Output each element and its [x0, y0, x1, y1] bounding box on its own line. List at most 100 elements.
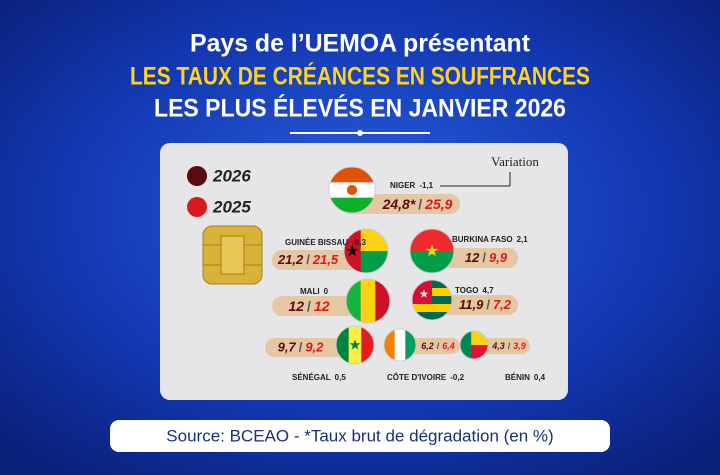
flag [410, 229, 454, 273]
country-label: CÔTE D'IVOIRE -0,2 [387, 373, 465, 382]
flag-band [410, 229, 454, 252]
values: 6,2/6,4 [421, 341, 455, 351]
flag [344, 229, 388, 273]
country-label: NIGER -1,1 [390, 181, 434, 190]
flag-band [384, 329, 396, 361]
underline-dot [357, 130, 363, 136]
variation: 0,4 [534, 373, 546, 382]
country-label: BURKINA FASO 2,1 [452, 235, 528, 244]
value-2025: 6,4 [442, 341, 455, 351]
title-line: LES TAUX DE CRÉANCES EN SOUFFRANCES [130, 62, 590, 91]
legend-label: 2026 [212, 166, 251, 185]
country-name: CÔTE D'IVOIRE [387, 373, 447, 382]
variation: -0,3 [352, 238, 366, 247]
flag-rim [409, 228, 455, 274]
separator: / [307, 298, 311, 314]
source: Source: BCEAO - *Taux brut de dégradatio… [166, 426, 553, 445]
legend-label: 2025 [212, 197, 251, 216]
flag-rim [343, 228, 389, 274]
value-2026: 12 [288, 298, 304, 314]
country-name: BÉNIN [505, 373, 530, 382]
separator: / [482, 250, 486, 265]
flag-rim [335, 325, 375, 365]
flag-band [329, 167, 375, 183]
country-name: NIGER [390, 181, 416, 190]
flag-band [360, 279, 376, 323]
flag [384, 329, 416, 361]
title-line: LES PLUS ÉLEVÉS EN JANVIER 2026 [154, 94, 566, 123]
flag-band [394, 329, 406, 361]
flag-band [329, 197, 375, 213]
values: 21,2/21,5 [277, 252, 339, 267]
variation: -0,2 [450, 373, 464, 382]
separator: / [306, 252, 310, 267]
values: 12/12 [288, 298, 329, 314]
separator: / [486, 297, 490, 312]
values: 9,7/9,2 [278, 340, 325, 355]
value-2026: 12 [465, 250, 480, 265]
value-2026: 6,2 [421, 341, 434, 351]
flag-band [375, 279, 390, 323]
value-2026: 24,8* [382, 196, 416, 212]
flag-star [425, 244, 439, 257]
country-name: GUINÉE BISSAU [285, 238, 348, 247]
flag-rim [345, 278, 391, 324]
country-label: GUINÉE BISSAU -0,3 [285, 238, 366, 247]
values: 11,9/7,2 [459, 297, 512, 312]
flag-star [349, 339, 361, 350]
flag-star [419, 289, 429, 298]
country-label: TOGO 4,7 [455, 286, 494, 295]
variation: 2,1 [517, 235, 529, 244]
value-2025: 21,5 [312, 252, 339, 267]
variation: -1,1 [419, 181, 433, 190]
flag [336, 326, 374, 364]
legend-dot [187, 166, 207, 186]
separator: / [508, 341, 511, 351]
country-label: MALI 0 [300, 287, 329, 296]
variation: 4,7 [482, 286, 494, 295]
values: 4,3/3,9 [491, 341, 526, 351]
value-2025: 9,2 [305, 340, 324, 355]
separator: / [299, 340, 303, 355]
flag-band [410, 251, 454, 273]
legend-dot [187, 197, 207, 217]
flag-band [405, 329, 416, 361]
flag-band [346, 279, 362, 323]
flag [329, 167, 375, 213]
value-2026: 11,9 [459, 297, 484, 312]
chip [202, 225, 263, 285]
flag-band [412, 312, 452, 320]
value-2025: 7,2 [493, 297, 512, 312]
separator: / [418, 196, 422, 212]
flag-band [361, 326, 374, 364]
flag-rim [411, 279, 453, 321]
variation: 0,5 [335, 373, 347, 382]
separator: / [437, 341, 440, 351]
flag-disc [346, 184, 358, 196]
values: 24,8*/25,9 [382, 196, 453, 212]
title-line: Pays de l’UEMOA présentant [190, 30, 531, 58]
country-name: SÉNÉGAL [292, 373, 331, 382]
country-name: MALI [300, 287, 320, 296]
value-2026: 9,7 [278, 340, 297, 355]
variation-label: Variation [491, 154, 539, 169]
value-2025: 12 [314, 298, 330, 314]
value-2025: 3,9 [513, 341, 526, 351]
flag-band [336, 326, 350, 364]
country-label: BÉNIN 0,4 [505, 373, 546, 382]
country-name: TOGO [455, 286, 478, 295]
source-box [110, 420, 610, 452]
flag [460, 331, 488, 359]
value-2026: 21,2 [277, 252, 304, 267]
value-2025: 25,9 [424, 196, 452, 212]
flag-star [346, 244, 359, 256]
value-2026: 4,3 [491, 341, 505, 351]
value-2025: 9,9 [489, 250, 508, 265]
variation: 0 [324, 287, 329, 296]
flag-rim [459, 330, 489, 360]
country-label: SÉNÉGAL 0,5 [292, 373, 346, 382]
flag-rim [328, 166, 376, 214]
values: 12/9,9 [465, 250, 508, 265]
flag [346, 279, 390, 323]
